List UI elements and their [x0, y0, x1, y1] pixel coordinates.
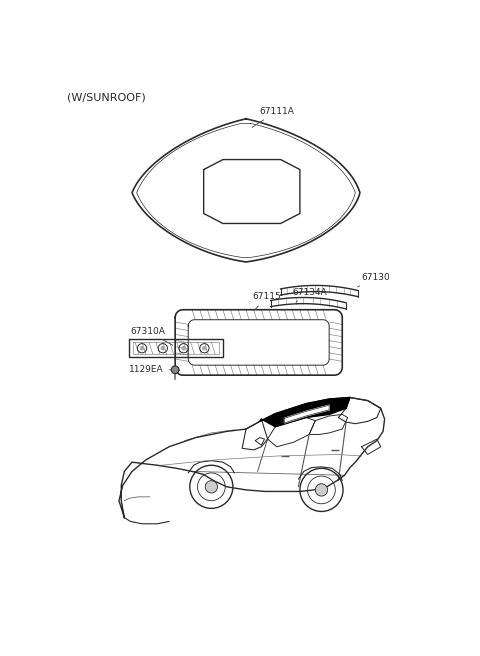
Text: 1129EA: 1129EA [129, 365, 171, 375]
Text: (W/SUNROOF): (W/SUNROOF) [67, 92, 146, 102]
Circle shape [140, 346, 144, 350]
Circle shape [160, 346, 165, 350]
Text: 67130: 67130 [358, 273, 390, 287]
Text: 67310A: 67310A [131, 327, 173, 345]
Circle shape [171, 366, 179, 374]
Polygon shape [260, 398, 350, 427]
Circle shape [315, 483, 328, 496]
Circle shape [181, 346, 186, 350]
Text: 67111A: 67111A [252, 106, 295, 127]
Polygon shape [285, 405, 329, 423]
Text: 67115: 67115 [252, 292, 281, 309]
Circle shape [202, 346, 207, 350]
Text: 67134A: 67134A [292, 287, 327, 302]
Circle shape [205, 481, 217, 493]
